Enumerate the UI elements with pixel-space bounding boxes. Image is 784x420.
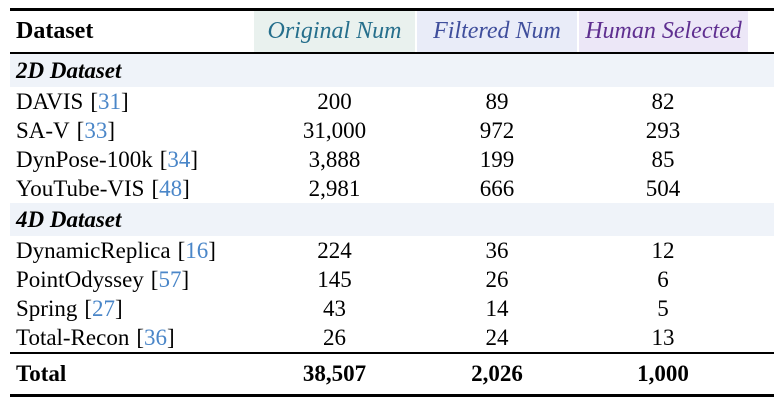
dataset-name: DynPose-100k <box>16 146 153 172</box>
citation-link[interactable]: 34 <box>167 146 191 172</box>
human-selected-value: 5 <box>657 295 669 321</box>
section-label: 4D Dataset <box>10 203 774 236</box>
human-selected-value: 504 <box>645 175 681 201</box>
dataset-name: DynamicReplica <box>16 237 171 263</box>
citation: [27] <box>84 295 123 321</box>
original-num-value: 3,888 <box>308 146 361 172</box>
section-header-4d-dataset: 4D Dataset <box>10 203 774 236</box>
filtered-num-value: 36 <box>485 237 509 263</box>
dataset-statistics-table: Dataset Original Num Filtered Num Human … <box>10 8 774 397</box>
human-selected-value: 85 <box>651 146 675 172</box>
section-header-2d-dataset: 2D Dataset <box>10 53 774 87</box>
human-selected-value: 82 <box>651 88 675 114</box>
spacer-column <box>748 9 774 54</box>
dataset-name: YouTube-VIS <box>16 175 145 201</box>
original-num-value: 43 <box>323 295 346 321</box>
table-row-sa-v: SA-V [33] 31,000 972 293 <box>10 116 774 145</box>
citation-link[interactable]: 33 <box>84 117 108 143</box>
human-selected-value: 12 <box>651 237 675 263</box>
total-human-selected: 1,000 <box>637 361 689 386</box>
citation-link[interactable]: 16 <box>185 237 209 263</box>
table-row-total-recon: Total-Recon [36] 26 24 13 <box>10 323 774 353</box>
citation-link[interactable]: 36 <box>144 324 168 350</box>
total-label: Total <box>16 361 67 386</box>
citation-link[interactable]: 48 <box>159 175 183 201</box>
dataset-name: PointOdyssey <box>16 266 144 292</box>
column-header-human-selected: Human Selected <box>577 9 748 54</box>
filtered-num-value: 666 <box>479 175 515 201</box>
original-num-value: 26 <box>323 324 346 350</box>
table-row-pointodyssey: PointOdyssey [57] 145 26 6 <box>10 265 774 294</box>
citation: [48] <box>151 175 190 201</box>
citation-link[interactable]: 27 <box>92 295 116 321</box>
original-num-value: 2,981 <box>308 175 361 201</box>
citation: [36] <box>136 324 175 350</box>
original-num-value: 224 <box>317 237 352 263</box>
filtered-num-value: 24 <box>485 324 509 350</box>
dataset-name: SA-V <box>16 117 70 143</box>
filtered-num-value: 199 <box>479 146 515 172</box>
total-filtered-num: 2,026 <box>471 361 523 386</box>
total-row: Total 38,507 2,026 1,000 <box>10 353 774 396</box>
total-original-num: 38,507 <box>302 361 367 386</box>
header-row: Dataset Original Num Filtered Num Human … <box>10 9 774 54</box>
citation-link[interactable]: 31 <box>98 88 121 114</box>
citation: [31] <box>90 88 129 114</box>
table-row-davis: DAVIS [31] 200 89 82 <box>10 87 774 116</box>
dataset-name: Total-Recon <box>16 324 130 350</box>
original-num-value: 145 <box>317 266 352 292</box>
citation: [34] <box>159 146 199 172</box>
citation-link[interactable]: 57 <box>158 266 182 292</box>
citation: [33] <box>76 117 116 143</box>
filtered-num-value: 26 <box>485 266 509 292</box>
filtered-num-value: 14 <box>485 295 509 321</box>
original-num-value: 200 <box>317 88 352 114</box>
original-num-value: 31,000 <box>302 117 367 143</box>
table-row-youtube-vis: YouTube-VIS [48] 2,981 666 504 <box>10 174 774 203</box>
section-label: 2D Dataset <box>10 53 774 87</box>
table-row-dynamicreplica: DynamicReplica [16] 224 36 12 <box>10 236 774 265</box>
dataset-name: DAVIS <box>16 88 84 114</box>
human-selected-value: 13 <box>651 324 675 350</box>
citation: [57] <box>150 266 190 292</box>
citation: [16] <box>177 237 216 263</box>
column-header-original-num: Original Num <box>252 9 416 54</box>
table-row-spring: Spring [27] 43 14 5 <box>10 294 774 323</box>
filtered-num-value: 89 <box>485 88 509 114</box>
human-selected-value: 293 <box>645 117 681 143</box>
table-row-dynpose-100k: DynPose-100k [34] 3,888 199 85 <box>10 145 774 174</box>
filtered-num-value: 972 <box>479 117 515 143</box>
column-header-dataset: Dataset <box>10 9 253 54</box>
human-selected-value: 6 <box>657 266 669 292</box>
column-header-filtered-num: Filtered Num <box>415 9 578 54</box>
dataset-name: Spring <box>16 295 78 321</box>
